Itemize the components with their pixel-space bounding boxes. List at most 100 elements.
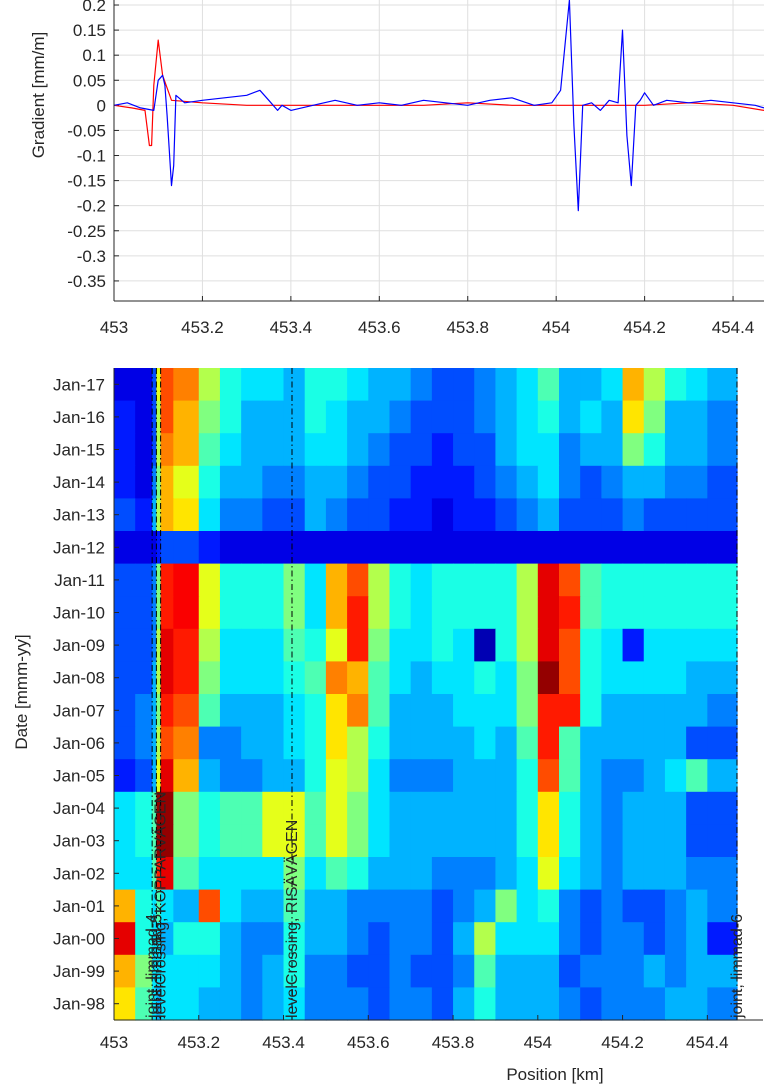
heatmap-cell xyxy=(431,465,454,499)
heatmap-cell xyxy=(559,694,581,728)
heatmap-cell xyxy=(347,922,369,956)
heatmap-cell xyxy=(643,368,666,402)
heatmap-cell xyxy=(198,433,221,467)
heatmap-cell xyxy=(241,498,263,532)
heatmap-cell xyxy=(262,400,285,434)
heatmap-cell xyxy=(173,628,200,662)
heatmap-cell xyxy=(474,922,497,956)
heatmap-cell xyxy=(495,661,518,695)
heatmap-cell xyxy=(198,465,221,499)
heatmap-cell xyxy=(347,857,369,891)
heatmap-cell xyxy=(643,531,666,565)
heatmap-cell xyxy=(601,661,624,695)
heatmap-cell xyxy=(262,791,285,825)
heatmap-cell xyxy=(516,661,539,695)
heatmap-cell xyxy=(389,694,412,728)
heatmap-cell xyxy=(516,726,539,760)
heatmap-cell xyxy=(431,531,454,565)
heatmap-cell xyxy=(537,857,560,891)
heatmap-cell xyxy=(622,759,645,793)
heatmap-cell xyxy=(304,922,327,956)
heatmap-cell xyxy=(198,694,221,728)
heatmap-cell xyxy=(686,368,708,402)
heatmap-cell xyxy=(283,824,306,858)
heatmap-cell xyxy=(325,759,348,793)
heatmap-cell xyxy=(368,987,391,1021)
heatmap-cell xyxy=(262,889,285,923)
heatmap-cell xyxy=(686,531,708,565)
heatmap-cell xyxy=(160,759,174,793)
heatmap-cell xyxy=(516,954,539,988)
heatmap-cell xyxy=(622,596,645,630)
heatmap-cell xyxy=(410,857,433,891)
blue-gradient-series-line xyxy=(113,0,764,212)
heatmap-cell xyxy=(368,531,391,565)
heatmap-y-tick-label: Jan-05 xyxy=(53,767,105,786)
heatmap-cell xyxy=(643,400,666,434)
heatmap-cell xyxy=(368,400,391,434)
heatmap-cell xyxy=(368,433,391,467)
heatmap-cell xyxy=(156,791,162,825)
heatmap-cell xyxy=(304,368,327,402)
heatmap-cell xyxy=(325,368,348,402)
heatmap-cell xyxy=(601,694,624,728)
heatmap-cell xyxy=(431,857,454,891)
heatmap-cell xyxy=(389,498,412,532)
heatmap-cell xyxy=(198,726,221,760)
heatmap-cell xyxy=(347,889,369,923)
heatmap-y-tick-label: Jan-03 xyxy=(53,832,105,851)
heatmap-cell xyxy=(114,759,136,793)
heatmap-cell xyxy=(156,759,162,793)
heatmap-cell xyxy=(135,694,153,728)
heatmap-cell xyxy=(241,857,263,891)
heatmap-cell xyxy=(198,922,221,956)
heatmap-cell xyxy=(262,694,285,728)
heatmap-cell xyxy=(160,694,174,728)
heatmap-cell xyxy=(135,628,153,662)
heatmap-cell xyxy=(686,694,708,728)
heatmap-cell xyxy=(219,465,242,499)
heatmap-cell xyxy=(643,563,666,597)
heatmap-cell xyxy=(152,400,157,434)
heatmap-cell xyxy=(241,791,263,825)
heatmap-cell xyxy=(156,922,162,956)
heatmap-cell xyxy=(664,531,687,565)
heatmap-cell xyxy=(643,433,666,467)
heatmap-cell xyxy=(664,628,687,662)
heatmap-cell xyxy=(537,791,560,825)
heatmap-cell xyxy=(173,400,200,434)
heatmap-cell xyxy=(389,465,412,499)
heatmap-cell xyxy=(156,433,162,467)
heatmap-y-tick-label: Jan-06 xyxy=(53,734,105,753)
heatmap-cell xyxy=(283,465,306,499)
heatmap-cell xyxy=(325,857,348,891)
heatmap-cell xyxy=(241,433,263,467)
heatmap-cell xyxy=(516,465,539,499)
heatmap-cell xyxy=(643,628,666,662)
heatmap-cell xyxy=(410,694,433,728)
heatmap-cell xyxy=(262,433,285,467)
heatmap-cell xyxy=(580,857,602,891)
heatmap-cell xyxy=(283,922,306,956)
heatmap-cell xyxy=(474,726,497,760)
heatmap-cell xyxy=(156,465,162,499)
heatmap-cell xyxy=(325,661,348,695)
heatmap-marker-label: joint, limmad-5 xyxy=(148,914,165,1019)
heatmap-cell xyxy=(156,498,162,532)
heatmap-cell xyxy=(643,922,666,956)
heatmap-cell xyxy=(283,954,306,988)
heatmap-cell xyxy=(198,954,221,988)
heatmap-cell xyxy=(262,531,285,565)
heatmap-cell xyxy=(198,889,221,923)
heatmap-cell xyxy=(707,824,738,858)
heatmap-cell xyxy=(198,759,221,793)
heatmap-cell xyxy=(474,954,497,988)
heatmap-cell xyxy=(453,400,475,434)
heatmap-cell xyxy=(160,498,174,532)
heatmap-cell xyxy=(495,628,518,662)
heatmap-cell xyxy=(516,368,539,402)
heatmap-cell xyxy=(495,498,518,532)
heatmap-cell xyxy=(622,368,645,402)
heatmap-cell xyxy=(474,628,497,662)
heatmap-cell xyxy=(453,922,475,956)
